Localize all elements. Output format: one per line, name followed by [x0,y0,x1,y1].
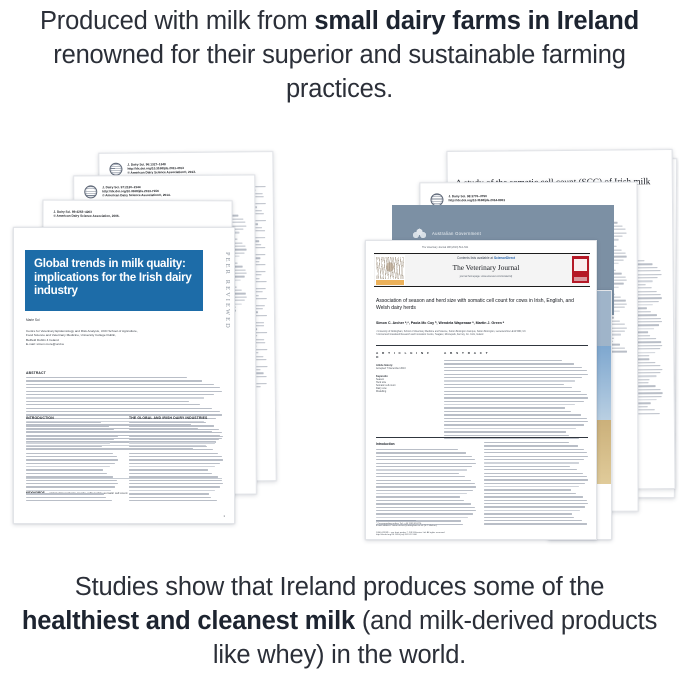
elsevier-logo-icon [375,255,405,285]
right-doc-veterinary-journal[interactable]: The Veterinary Journal 198 (2013) 514–52… [365,240,597,540]
article-info-column: A R T I C L E I N F O Article history: A… [376,351,434,393]
corresponding-email: E-mail address: simon.archer@nottingham.… [376,525,438,527]
introduction-section: INTRODUCTION [26,416,118,503]
article-history-label: Article history: [376,364,393,367]
top-headline-bold: small dairy farms in Ireland [314,7,639,35]
keywords-value: global dairy industry, trends, milk qual… [49,491,128,495]
left-doc-global-trends[interactable]: Global trends in milk quality: implicati… [13,227,235,524]
issn-line: 1090-0233/$ – see front matter © 2013 El… [376,532,445,534]
keywords-label: Keywords: [376,375,389,378]
introduction-continued [484,442,588,527]
author-name: Marie Sol [26,318,40,322]
page-number: 1 [223,514,225,518]
affiliation-line-2: Food Science and Veterinary Medicine, Un… [26,333,117,338]
abstract-body [444,360,588,440]
article-history-value: Accepted 7 December 2013 [376,367,406,370]
journal-cover-thumbnail [572,256,589,283]
introduction-body [376,449,476,525]
article-title: Association of season and herd size with… [376,298,574,311]
doi-line: http://dx.doi.org/10.1016/j.tvjl.2013.12… [376,534,417,536]
gov-banner-label: Australian Government [432,231,482,236]
keyword-1: Season [376,378,385,381]
article-title: Global trends in milk quality: implicati… [34,257,192,298]
sciencedirect-line: Contents lists available at ScienceDirec… [408,256,564,260]
introduction-body-right [484,442,588,525]
top-headline-part2: renowned for their superior and sustaina… [53,41,626,103]
industries-section: THE GLOBAL AND IRISH DAIRY INDUSTRIES [129,416,223,503]
affiliation-line-1: Centre for Veterinary Epidemiology and R… [26,329,138,333]
bottom-headline-part2: (and milk-derived products like whey) in… [212,607,658,669]
abstract-heading: ABSTRACT [26,371,46,375]
keywords-row: KEYWORDS global dairy industry, trends, … [26,478,222,499]
bottom-headline-bold: healthiest and cleanest milk [21,607,355,635]
journal-title-band: Global trends in milk quality: implicati… [25,250,203,311]
introduction-section: Introduction [376,442,476,527]
citation-doi: http://dx.doi.org/10.3168/jds.2014-8901 [448,198,506,203]
article-copyright: 1090-0233/$ – see front matter © 2013 El… [376,532,516,536]
citation-block-2: J. Dairy Sci. 97:2130–2144 http://dx.doi… [102,185,170,198]
top-headline: Produced with milk from small dairy farm… [14,4,665,106]
running-head: The Veterinary Journal 198 (2013) 514–52… [422,246,469,249]
article-authors: Simon C. Archer ᵃ,*, Paola Mc Coy ᵇ, Wen… [376,321,505,325]
article-info-label: A R T I C L E I N F O [376,351,431,359]
abstract-section: ABSTRACT [26,371,222,452]
top-headline-part1: Produced with milk from [40,7,315,35]
commonwealth-crest-icon [412,227,427,240]
keyword-4: Dairy cow [376,387,387,390]
contents-text: Contents lists available at [456,256,494,260]
citation-copyright-2: © American Dairy Science Association®, 2… [102,193,171,198]
corresponding-author: * Corresponding author. Tel.: +44 1159 5… [376,523,422,525]
journal-masthead [374,253,590,287]
affiliation-line-3: Belfield Dublin 4 Ireland [26,337,59,342]
bottom-headline-part1: Studies show that Ireland produces some … [74,573,605,601]
bottom-headline: Studies show that Ireland produces some … [14,570,665,672]
abstract-column: A B S T R A C T [444,351,588,441]
affiliation-email: E-mail: simon.more@ucd.ie [26,342,65,347]
keyword-5: Modelling [376,390,387,393]
affiliation-b: ᵇ Animal and Grassland Research and Inno… [376,334,484,337]
affiliation-a: ᵃ University of Nottingham, School of Ve… [376,331,526,333]
citation-block-right: J. Dairy Sci. 98:3776–3790 http://dx.doi… [448,194,505,202]
citation-copyright-3: © American Dairy Science Association, 20… [53,213,120,219]
article-affiliations: ᵃ University of Nottingham, School of Ve… [376,331,588,337]
abstract-label: A B S T R A C T [444,351,490,355]
article-footnotes: * Corresponding author. Tel.: +44 1159 5… [376,520,476,527]
introduction-body [26,422,118,502]
industries-heading: THE GLOBAL AND IRISH DAIRY INDUSTRIES [129,416,208,420]
journal-seal-icon [109,162,123,176]
introduction-heading: INTRODUCTION [26,416,54,420]
peer-reviewed-label: PEER REVIEWED [224,252,231,330]
affiliation-block: Centre for Veterinary Epidemiology and R… [26,329,191,347]
sciencedirect-link[interactable]: ScienceDirect [493,256,516,260]
abstract-body [26,377,222,450]
journal-homepage-url[interactable]: journal homepage: www.elsevier.com/locat… [459,275,513,278]
citation-block-1: J. Dairy Sci. 96:1327–1348 http://dx.doi… [127,162,195,175]
journal-seal-icon [84,185,98,199]
introduction-heading: Introduction [376,442,395,446]
journal-name: The Veterinary Journal [452,263,520,272]
keywords-label: KEYWORDS [26,491,45,495]
citation-block-3: J. Dairy Sci. 89:4263–4263 © American Da… [53,210,119,218]
keyword-3: Somatic cell count [376,384,396,387]
keyword-2: Herd size [376,381,387,384]
industries-body [129,422,223,502]
